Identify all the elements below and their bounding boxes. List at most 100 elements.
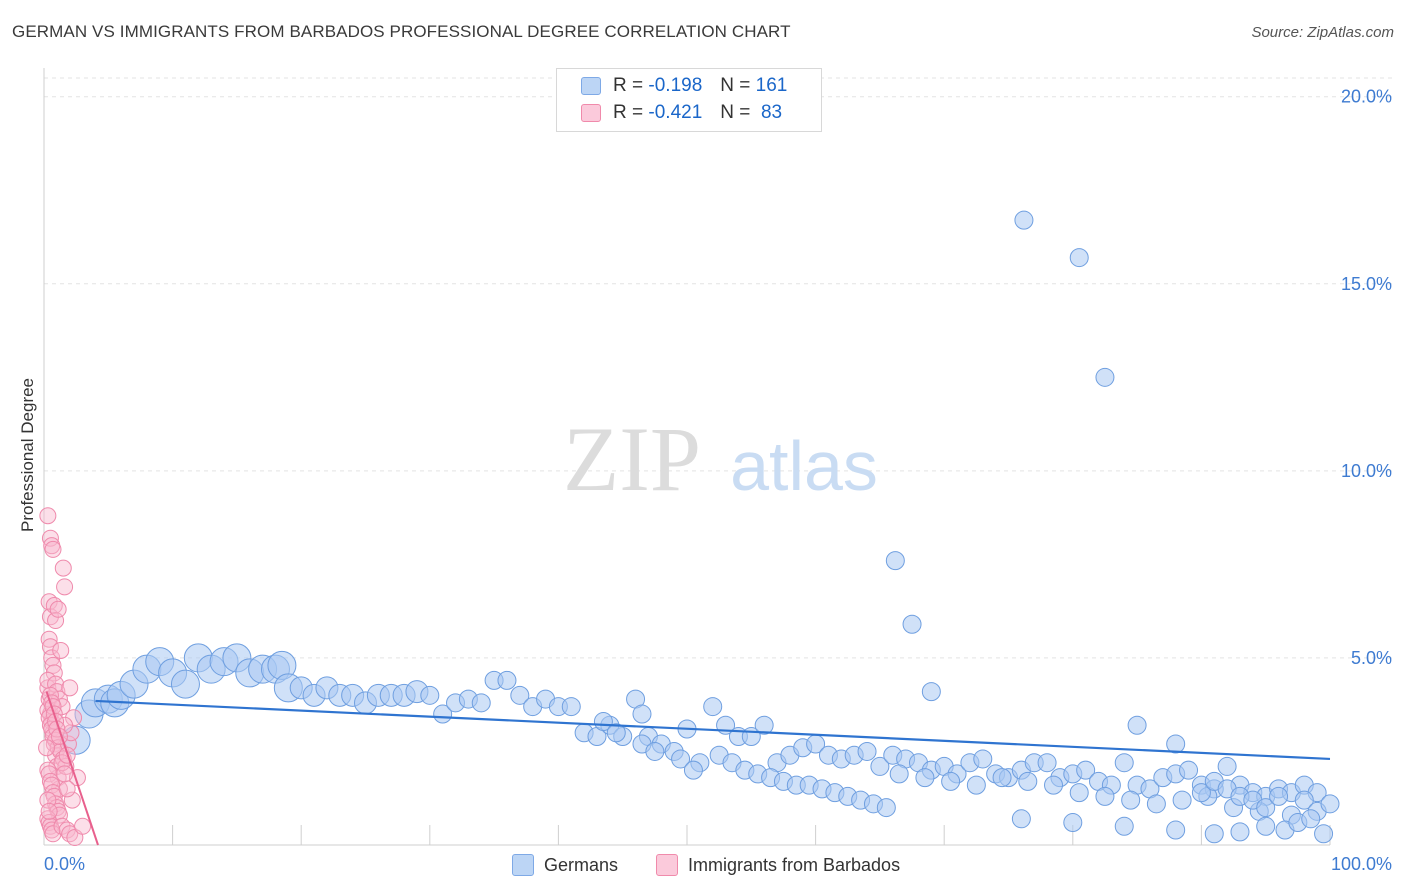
germans-point xyxy=(1301,809,1321,829)
germans-point xyxy=(1217,756,1237,776)
germans-point xyxy=(857,741,877,761)
germans-point xyxy=(1320,794,1340,814)
barbados-point xyxy=(56,578,74,596)
germans-point xyxy=(992,768,1012,788)
x-tick-label-min: 0.0% xyxy=(44,854,85,874)
germans-point xyxy=(1314,824,1334,844)
germans-r-value: -0.198 xyxy=(648,75,703,96)
barbados-r-value: -0.421 xyxy=(648,102,703,123)
germans-point xyxy=(966,775,986,795)
germans-point xyxy=(1230,822,1250,842)
germans-point xyxy=(885,551,905,571)
germans-point xyxy=(671,749,691,769)
bottom-legend-barbados: Immigrants from Barbados xyxy=(656,853,900,877)
barbados-point xyxy=(54,559,72,577)
barbados-point xyxy=(39,507,57,525)
barbados-point xyxy=(52,641,70,659)
germans-legend-label: Germans xyxy=(544,854,619,875)
barbados-point xyxy=(47,612,65,630)
germans-point xyxy=(1018,771,1038,791)
trend-lines xyxy=(45,691,1331,846)
germans-point xyxy=(1172,790,1192,810)
germans-point xyxy=(1011,809,1031,829)
legend-row-germans: R = -0.198 N = 161 xyxy=(581,73,787,99)
barbados-points xyxy=(38,507,92,847)
barbados-point xyxy=(44,540,62,558)
germans-point xyxy=(645,741,665,761)
germans-point xyxy=(876,798,896,818)
correlation-legend: R = -0.198 N = 161 R = -0.421 N = 83 xyxy=(556,68,822,132)
germans-point xyxy=(1256,798,1276,818)
germans-point xyxy=(1095,367,1115,387)
barbados-legend-swatch xyxy=(656,854,678,876)
r-label: R = xyxy=(613,75,644,96)
legend-row-barbados: R = -0.421 N = 83 xyxy=(581,100,782,126)
barbados-point xyxy=(63,791,81,809)
germans-point xyxy=(1146,794,1166,814)
germans-point xyxy=(1069,248,1089,268)
germans-point xyxy=(420,685,440,705)
barbados-trend-line xyxy=(45,691,99,846)
barbados-point xyxy=(56,765,74,783)
germans-point xyxy=(889,764,909,784)
y-tick-label: 20.0% xyxy=(1341,87,1392,107)
germans-point xyxy=(683,760,703,780)
barbados-n-value: 83 xyxy=(760,102,783,123)
germans-point xyxy=(1166,734,1186,754)
germans-point xyxy=(1063,813,1083,833)
watermark-zip: ZIP xyxy=(563,408,701,510)
barbados-point xyxy=(38,739,56,757)
y-tick-label: 5.0% xyxy=(1351,648,1392,668)
germans-point xyxy=(1076,760,1096,780)
germans-point xyxy=(1044,775,1064,795)
watermark: ZIP atlas xyxy=(563,408,878,510)
n-label: N = xyxy=(720,102,751,123)
germans-point xyxy=(1114,753,1134,773)
germans-point xyxy=(471,693,491,713)
germans-point xyxy=(1037,753,1057,773)
germans-point xyxy=(703,697,723,717)
germans-point xyxy=(561,697,581,717)
germans-legend-swatch xyxy=(512,854,534,876)
germans-point xyxy=(915,768,935,788)
chart-title: GERMAN VS IMMIGRANTS FROM BARBADOS PROFE… xyxy=(12,22,791,41)
barbados-point xyxy=(39,671,57,689)
barbados-point xyxy=(61,679,79,697)
germans-point xyxy=(870,756,890,776)
barbados-swatch xyxy=(581,104,601,122)
barbados-point xyxy=(49,600,67,618)
germans-point xyxy=(1191,783,1211,803)
germans-points xyxy=(61,210,1340,844)
x-tick-label-max: 100.0% xyxy=(1331,854,1392,874)
watermark-atlas: atlas xyxy=(730,427,878,505)
germans-point xyxy=(1095,786,1115,806)
n-label: N = xyxy=(720,75,751,96)
germans-point xyxy=(1114,816,1134,836)
grid-lines xyxy=(44,77,1392,659)
x-tick-labels: 0.0% 100.0% xyxy=(44,854,1392,874)
germans-point xyxy=(1269,786,1289,806)
germans-point xyxy=(170,669,200,699)
germans-point xyxy=(1069,783,1089,803)
source-label: Source: ZipAtlas.com xyxy=(1251,24,1394,41)
germans-point xyxy=(902,614,922,634)
germans-point xyxy=(1204,824,1224,844)
y-tick-label: 15.0% xyxy=(1341,274,1392,294)
barbados-point xyxy=(40,802,58,820)
germans-point xyxy=(1127,715,1147,735)
germans-trend-line xyxy=(95,699,1331,761)
germans-point xyxy=(973,749,993,769)
barbados-point xyxy=(56,716,74,734)
germans-point xyxy=(606,723,626,743)
y-tick-labels: 5.0% 10.0% 15.0% 20.0% xyxy=(1341,87,1392,668)
germans-point xyxy=(1294,790,1314,810)
germans-point xyxy=(754,715,774,735)
bottom-legend-germans: Germans xyxy=(512,853,618,877)
germans-point xyxy=(1179,760,1199,780)
germans-point xyxy=(1014,210,1034,230)
germans-point xyxy=(1256,816,1276,836)
barbados-legend-label: Immigrants from Barbados xyxy=(688,854,901,875)
germans-point xyxy=(510,685,530,705)
y-tick-label: 10.0% xyxy=(1341,461,1392,481)
